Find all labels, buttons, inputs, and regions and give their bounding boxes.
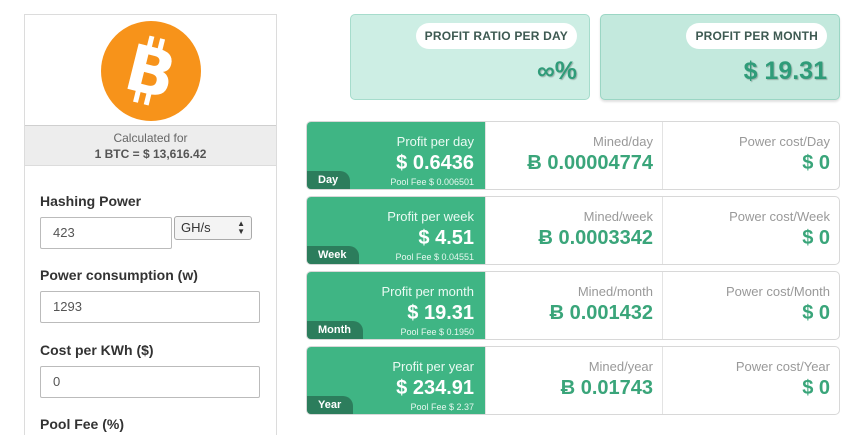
up-down-arrows-icon: ▲ ▼ bbox=[237, 219, 245, 236]
profit-value: $ 19.31 bbox=[407, 302, 474, 324]
profit-cell: Profit per day $ 0.6436 Pool Fee $ 0.006… bbox=[307, 122, 485, 189]
pool-fee-value: Pool Fee $ 0.006501 bbox=[390, 177, 474, 187]
hashing-unit-select[interactable]: GH/s ▲ ▼ bbox=[174, 216, 252, 240]
profit-label: Profit per year bbox=[392, 359, 474, 374]
row-day: Profit per day $ 0.6436 Pool Fee $ 0.006… bbox=[306, 121, 840, 190]
cost-per-kwh-input[interactable]: 0 bbox=[40, 366, 260, 398]
power-consumption-label: Power consumption (w) bbox=[40, 267, 198, 283]
calculator-form-panel: B Calculated for 1 BTC = $ 13,616.42 Has… bbox=[24, 14, 277, 435]
mined-cell: Mined/week Ƀ 0.0003342 bbox=[485, 197, 663, 264]
mined-cell: Mined/year Ƀ 0.01743 bbox=[485, 347, 663, 414]
power-cost-value: $ 0 bbox=[802, 302, 830, 324]
pool-fee-value: Pool Fee $ 0.04551 bbox=[395, 252, 474, 262]
profit-month-label: PROFIT PER MONTH bbox=[686, 23, 827, 49]
cost-per-kwh-label: Cost per KWh ($) bbox=[40, 342, 154, 358]
row-month: Profit per month $ 19.31 Pool Fee $ 0.19… bbox=[306, 271, 840, 340]
pool-fee-label: Pool Fee (%) bbox=[40, 416, 125, 432]
profit-cell: Profit per year $ 234.91 Pool Fee $ 2.37… bbox=[307, 347, 485, 414]
period-tag: Year bbox=[307, 396, 354, 414]
period-tag: Day bbox=[307, 171, 351, 189]
exchange-rate-box: Calculated for 1 BTC = $ 13,616.42 bbox=[25, 126, 276, 166]
profit-ratio-card: PROFIT RATIO PER DAY ∞% bbox=[350, 14, 590, 100]
power-cost-cell: Power cost/Year $ 0 bbox=[662, 347, 839, 414]
power-cost-value: $ 0 bbox=[802, 227, 830, 249]
period-tag: Month bbox=[307, 321, 363, 339]
power-cost-label: Power cost/Day bbox=[738, 134, 830, 149]
period-tag: Week bbox=[307, 246, 359, 264]
mined-cell: Mined/month Ƀ 0.001432 bbox=[485, 272, 663, 339]
power-cost-value: $ 0 bbox=[802, 152, 830, 174]
profit-label: Profit per day bbox=[396, 134, 474, 149]
mined-label: Mined/month bbox=[577, 284, 653, 299]
profit-ratio-value: ∞% bbox=[536, 57, 577, 85]
hashing-unit-value: GH/s bbox=[181, 220, 211, 235]
profit-value: $ 0.6436 bbox=[396, 152, 474, 174]
logo-area: B bbox=[25, 15, 276, 126]
profit-label: Profit per week bbox=[387, 209, 474, 224]
profit-cell: Profit per week $ 4.51 Pool Fee $ 0.0455… bbox=[307, 197, 485, 264]
power-cost-label: Power cost/Week bbox=[729, 209, 830, 224]
power-cost-label: Power cost/Year bbox=[735, 359, 830, 374]
power-cost-cell: Power cost/Month $ 0 bbox=[662, 272, 839, 339]
profit-value: $ 4.51 bbox=[418, 227, 474, 249]
row-week: Profit per week $ 4.51 Pool Fee $ 0.0455… bbox=[306, 196, 840, 265]
mined-cell: Mined/day Ƀ 0.00004774 bbox=[485, 122, 663, 189]
hashing-power-input[interactable]: 423 bbox=[40, 217, 172, 249]
pool-fee-value: Pool Fee $ 2.37 bbox=[410, 402, 474, 412]
profit-ratio-label: PROFIT RATIO PER DAY bbox=[415, 23, 577, 49]
mined-value: Ƀ 0.01743 bbox=[560, 377, 653, 399]
mined-value: Ƀ 0.00004774 bbox=[527, 152, 653, 174]
power-cost-value: $ 0 bbox=[802, 377, 830, 399]
bitcoin-logo-icon: B bbox=[101, 21, 201, 121]
profit-cell: Profit per month $ 19.31 Pool Fee $ 0.19… bbox=[307, 272, 485, 339]
mined-label: Mined/day bbox=[593, 134, 653, 149]
power-cost-label: Power cost/Month bbox=[725, 284, 830, 299]
profit-value: $ 234.91 bbox=[396, 377, 474, 399]
profit-month-value: $ 19.31 bbox=[743, 57, 827, 85]
power-cost-cell: Power cost/Day $ 0 bbox=[662, 122, 839, 189]
mined-value: Ƀ 0.001432 bbox=[549, 302, 653, 324]
mined-label: Mined/year bbox=[588, 359, 653, 374]
power-consumption-input[interactable]: 1293 bbox=[40, 291, 260, 323]
pool-fee-value: Pool Fee $ 0.1950 bbox=[400, 327, 474, 337]
profit-month-card: PROFIT PER MONTH $ 19.31 bbox=[600, 14, 840, 100]
mined-value: Ƀ 0.0003342 bbox=[538, 227, 653, 249]
profit-label: Profit per month bbox=[381, 284, 475, 299]
calculated-for-label: Calculated for bbox=[113, 131, 188, 145]
row-year: Profit per year $ 234.91 Pool Fee $ 2.37… bbox=[306, 346, 840, 415]
mined-label: Mined/week bbox=[583, 209, 653, 224]
power-cost-cell: Power cost/Week $ 0 bbox=[662, 197, 839, 264]
exchange-rate: 1 BTC = $ 13,616.42 bbox=[94, 147, 207, 161]
hashing-power-label: Hashing Power bbox=[40, 193, 142, 209]
